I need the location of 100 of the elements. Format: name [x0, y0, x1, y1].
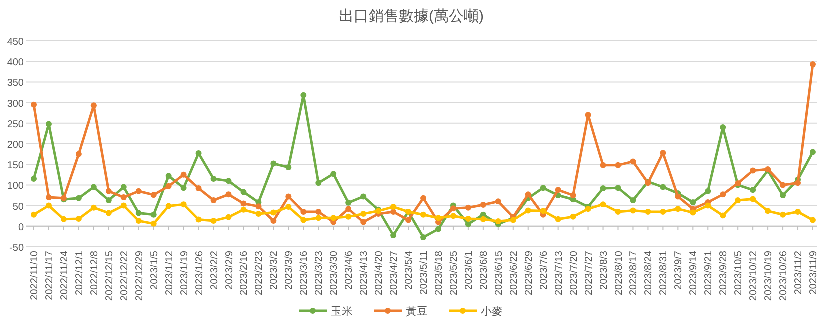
point	[106, 197, 112, 204]
legend-label: 黃豆	[406, 305, 428, 318]
point	[615, 185, 622, 192]
point	[46, 121, 52, 128]
point	[330, 215, 337, 222]
point	[705, 188, 712, 194]
point	[286, 194, 292, 200]
point	[795, 180, 802, 186]
y-tick-label: 450	[7, 37, 24, 48]
point	[120, 194, 127, 201]
point	[286, 204, 292, 210]
point	[286, 164, 292, 170]
legend-label: 小麥	[481, 305, 503, 318]
x-tick-label: 2023/2/16	[239, 250, 250, 296]
point	[630, 158, 636, 165]
x-tick-label: 2022/11/17	[44, 250, 56, 300]
x-tick-label: 2023/3/23	[314, 250, 326, 296]
point	[316, 180, 322, 186]
point	[780, 192, 786, 198]
point	[435, 226, 442, 232]
point	[270, 160, 277, 167]
point	[106, 188, 112, 194]
point	[750, 168, 756, 174]
y-tick-label: 100	[7, 181, 24, 192]
point	[435, 215, 442, 222]
point	[525, 192, 532, 198]
x-tick-label: 2023/6/1	[464, 250, 475, 290]
x-tick-label: 2023/9/14	[688, 250, 700, 296]
x-tick-label: 2023/4/6	[344, 250, 356, 290]
point	[750, 187, 756, 194]
point	[660, 208, 666, 215]
point	[300, 217, 307, 224]
point	[735, 197, 742, 204]
x-tick-label: 2022/12/1	[74, 250, 86, 296]
point	[600, 162, 606, 168]
point	[690, 200, 696, 206]
point	[495, 198, 502, 205]
x-tick-label: 2023/11/2	[794, 250, 805, 295]
point	[780, 212, 786, 218]
point	[210, 218, 217, 224]
point	[615, 162, 622, 168]
x-tick-label: 2023/8/3	[598, 250, 610, 290]
x-tick-label: 2022/12/8	[89, 250, 100, 296]
point	[465, 216, 472, 222]
point	[330, 171, 337, 178]
point	[406, 217, 412, 224]
point	[346, 206, 352, 212]
x-tick-label: 2023/2/2	[209, 250, 220, 290]
point	[46, 194, 52, 201]
point	[76, 195, 82, 202]
point	[31, 212, 37, 218]
point	[31, 102, 37, 108]
x-tick-label: 2023/7/6	[538, 250, 550, 290]
point	[600, 185, 606, 192]
x-tick-label: 2023/4/27	[389, 250, 400, 296]
x-tick-label: 2023/3/2	[269, 250, 280, 290]
point	[630, 208, 636, 214]
point	[76, 216, 82, 222]
point	[120, 202, 127, 209]
point	[450, 206, 456, 212]
point	[166, 203, 172, 210]
point	[316, 208, 322, 215]
point	[166, 173, 172, 180]
point	[300, 208, 307, 215]
y-tick-label: 300	[7, 98, 24, 110]
point	[750, 196, 756, 202]
point	[316, 215, 322, 222]
x-tick-label: 2023/3/9	[284, 250, 296, 290]
point	[346, 200, 352, 206]
point	[390, 232, 397, 238]
point	[136, 210, 142, 216]
point	[346, 214, 352, 220]
x-tick-label: 2022/11/24	[59, 250, 70, 300]
point	[150, 192, 157, 198]
x-tick-label: 2023/10/19	[764, 250, 775, 302]
x-tick-label: 2023/10/26	[778, 250, 790, 302]
x-tick-label: 2022/12/15	[104, 250, 116, 302]
point	[360, 194, 367, 200]
x-tick-label: 2023/4/13	[359, 250, 370, 296]
x-tick-label: 2023/9/21	[704, 250, 715, 296]
x-tick-label: 2023/6/22	[508, 250, 520, 296]
point	[555, 216, 562, 222]
point	[630, 197, 636, 204]
y-tick-label: -50	[10, 243, 24, 254]
point	[360, 211, 367, 218]
point	[240, 200, 247, 207]
x-tick-label: 2023/11/9	[808, 250, 820, 295]
y-tick-label: 150	[7, 160, 24, 172]
point	[210, 176, 217, 182]
point	[180, 185, 187, 192]
point	[46, 202, 52, 209]
point	[720, 192, 726, 198]
point	[256, 204, 262, 210]
x-tick-label: 2023/7/27	[584, 250, 595, 296]
point	[360, 219, 367, 226]
y-tick-label: 250	[7, 119, 24, 130]
x-tick-label: 2023/9/28	[718, 250, 730, 296]
point	[196, 150, 202, 156]
x-tick-label: 2023/9/7	[674, 250, 685, 290]
point	[196, 185, 202, 192]
